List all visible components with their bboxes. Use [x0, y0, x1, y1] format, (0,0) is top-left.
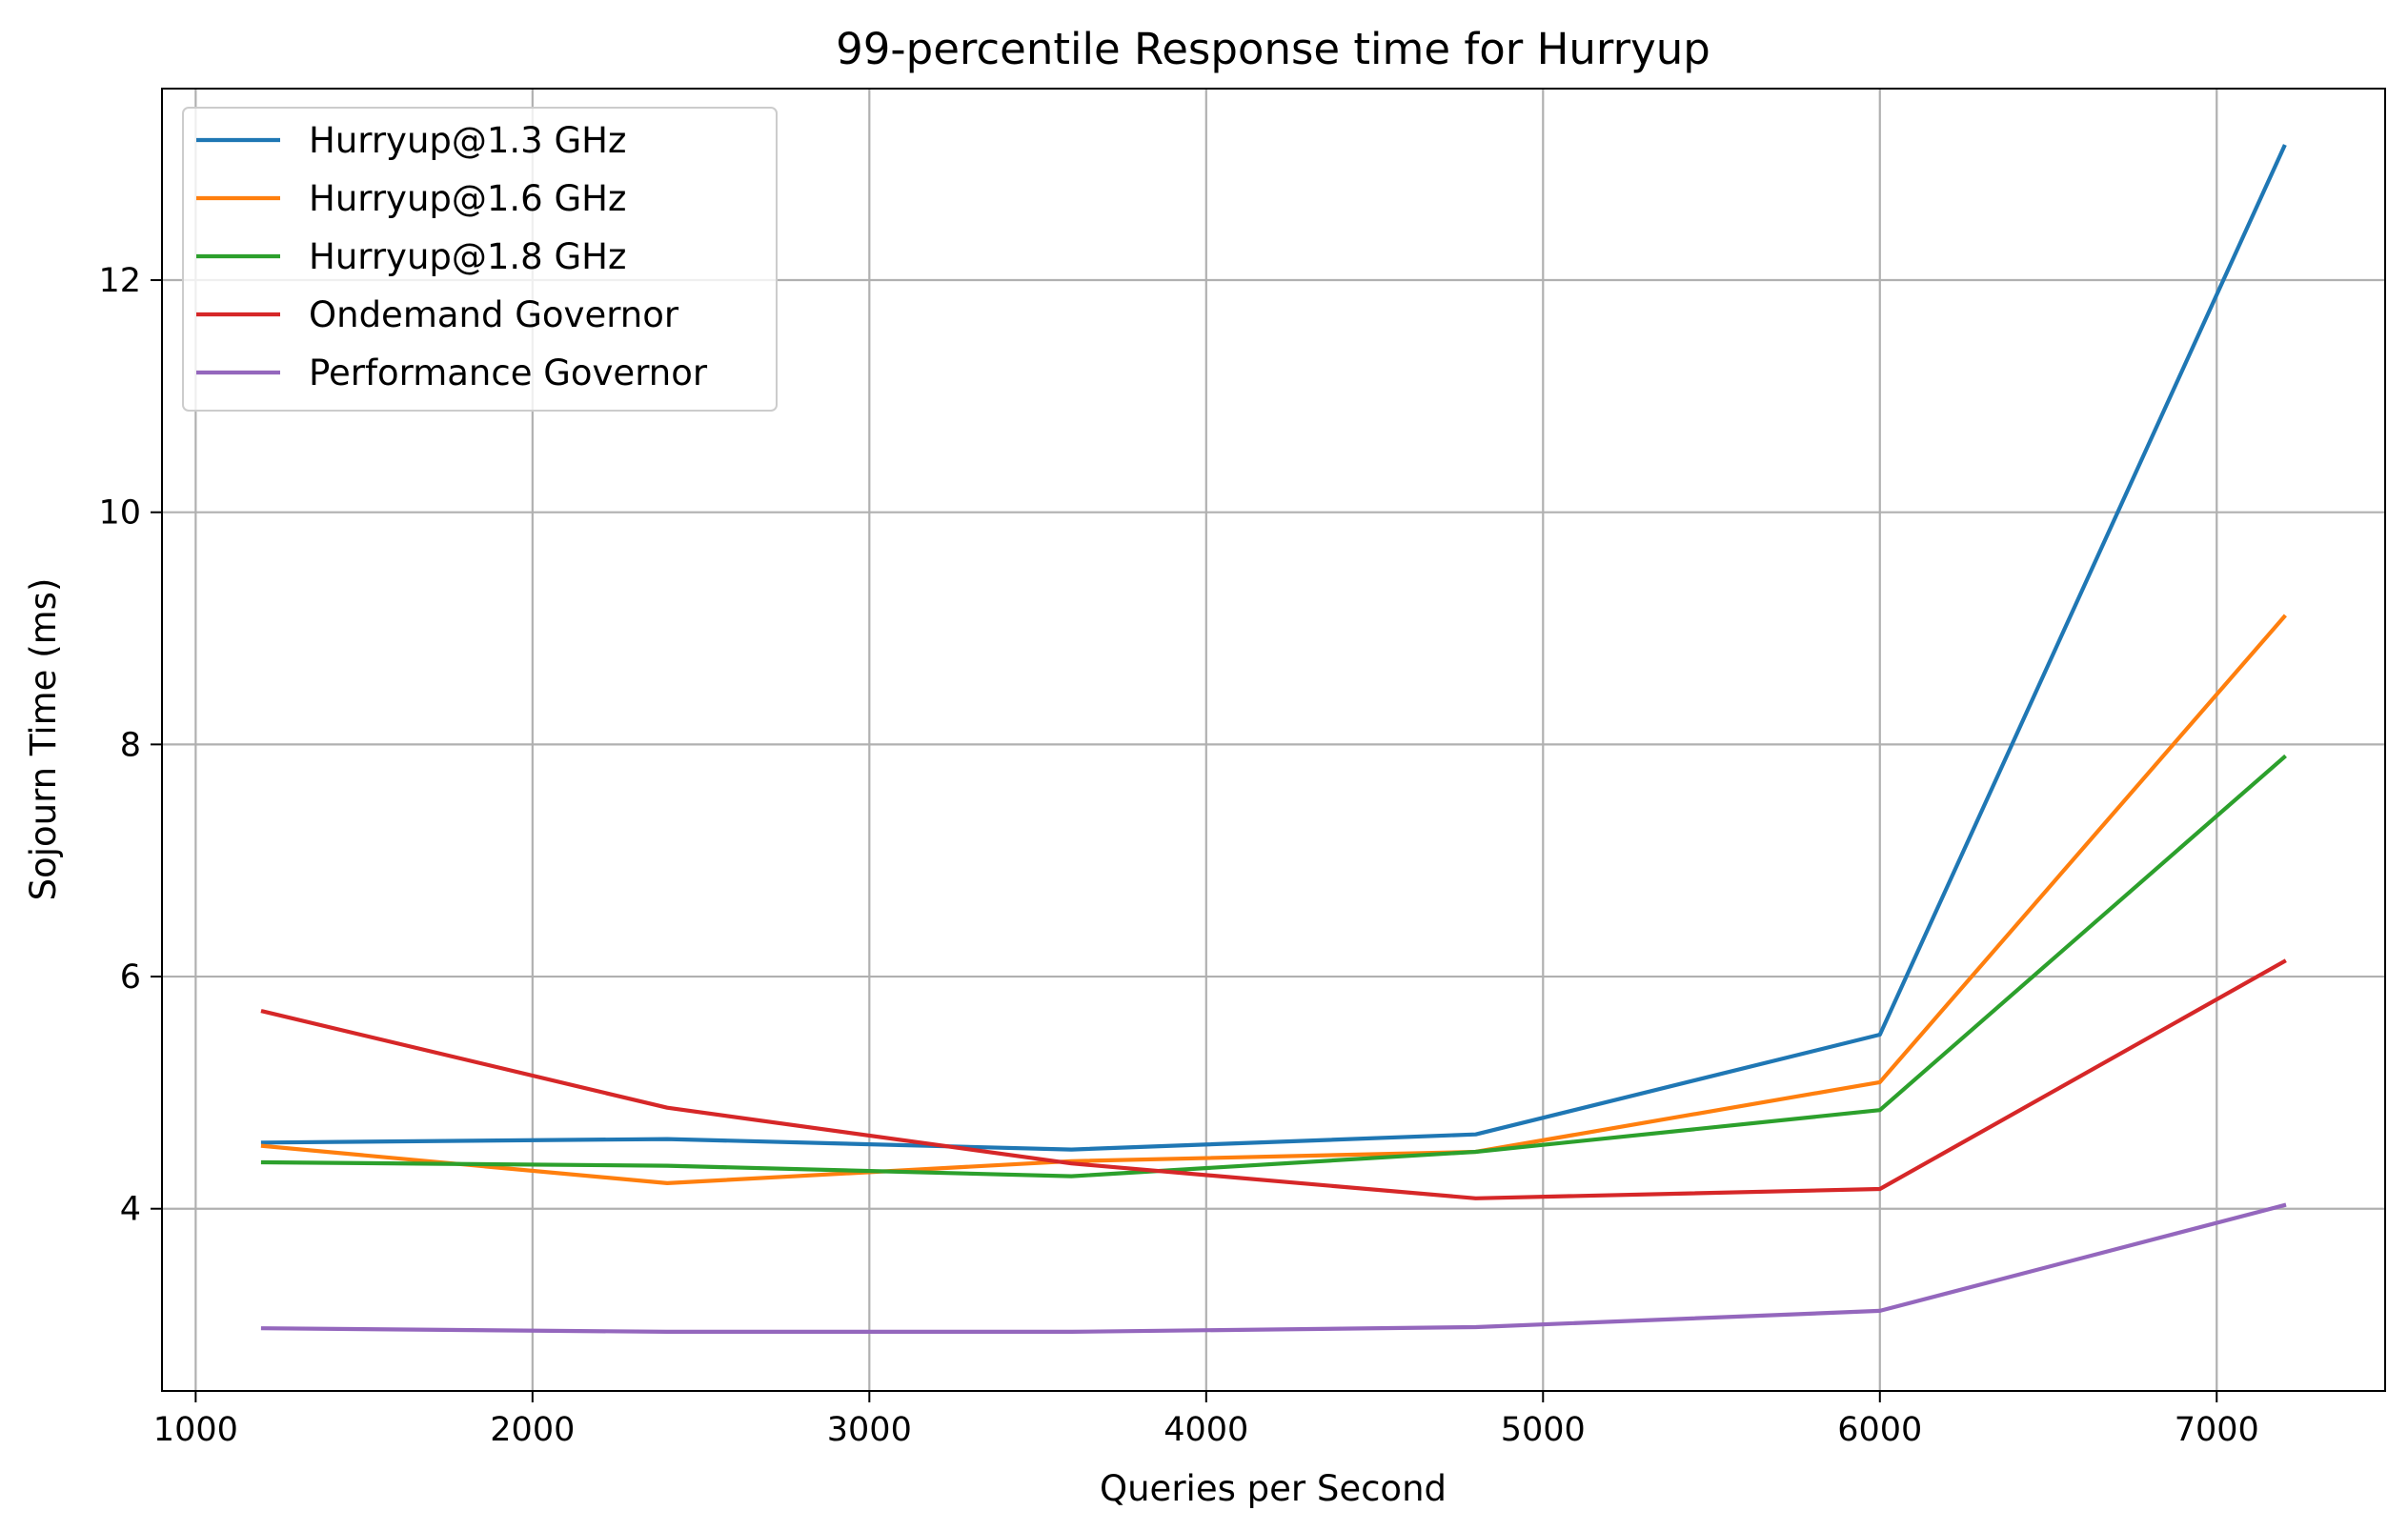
series-line-1: [260, 614, 2287, 1186]
plot-frame: [161, 88, 2386, 1392]
y-tick-label: 10: [98, 494, 141, 533]
legend: Hurryup@1.3 GHz Hurryup@1.6 GHz Hurryup@1.…: [182, 107, 778, 412]
legend-label-3: Ondemand Governor: [309, 294, 679, 335]
series-line-4: [260, 1202, 2287, 1335]
x-tick-label: 2000: [490, 1411, 575, 1449]
y-axis-label: Sojourn Time (ms): [23, 578, 64, 901]
chart-title: 99-percentile Response time for Hurryup: [836, 24, 1710, 74]
y-tick-label: 8: [120, 726, 141, 764]
y-tick-label: 12: [98, 262, 141, 300]
series-line-0: [260, 144, 2287, 1152]
y-axis: 4 6 8 10 12: [98, 262, 162, 1229]
y-tick-label: 4: [120, 1191, 141, 1229]
x-tick-label: 5000: [1501, 1411, 1586, 1449]
x-tick-label: 4000: [1164, 1411, 1248, 1449]
series-line-3: [260, 958, 2287, 1200]
series-layer: [260, 144, 2287, 1335]
legend-label-4: Performance Governor: [309, 353, 708, 393]
legend-label-2: Hurryup@1.8 GHz: [309, 236, 626, 277]
x-tick-label: 3000: [827, 1411, 912, 1449]
x-axis-label: Queries per Second: [1100, 1468, 1447, 1509]
legend-box: [182, 107, 778, 412]
legend-label-0: Hurryup@1.3 GHz: [309, 120, 626, 161]
x-axis: 1000 2000 3000 4000 5000 6000 7000: [153, 1391, 2259, 1449]
y-tick-label: 6: [120, 958, 141, 997]
series-line-2: [260, 754, 2287, 1178]
x-tick-label: 1000: [153, 1411, 238, 1449]
x-tick-label: 7000: [2175, 1411, 2259, 1449]
x-tick-label: 6000: [1837, 1411, 1922, 1449]
legend-label-1: Hurryup@1.6 GHz: [309, 178, 626, 219]
